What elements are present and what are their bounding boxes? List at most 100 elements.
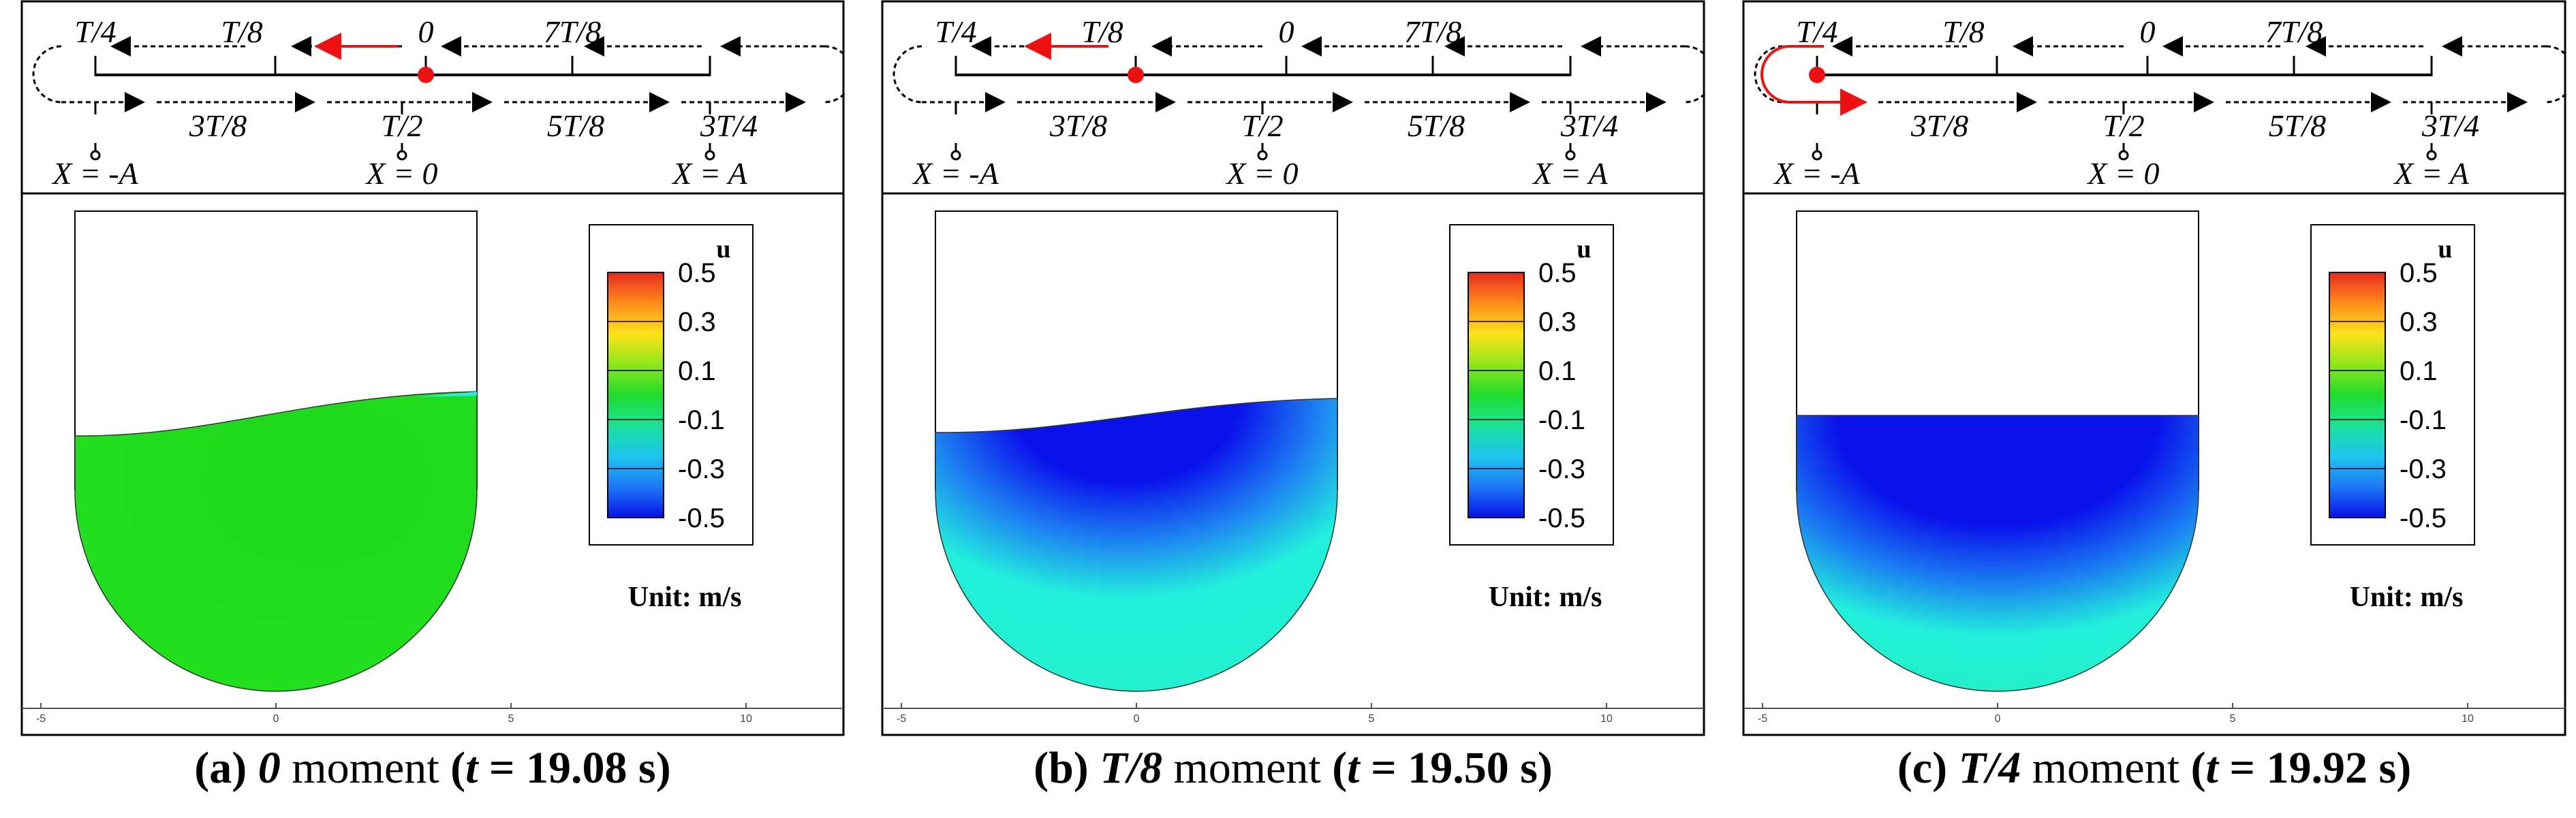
figure-svg: T/4 T/8 0 7T/8 3T/8 T/2 5T/8 3T/4 X = -A X = 0 X =… [881,0,1705,736]
timeline-bottom-label: 5T/8 [2269,108,2326,143]
caption-paren-close: ) [655,743,671,793]
timeline-top-label: 0 [1279,14,1294,49]
timeline-top-label: 7T/8 [544,14,601,49]
axis-tick-label: 0 [273,713,279,725]
caption-equals: = [2218,743,2267,793]
timeline-top-label: 0 [418,14,434,49]
caption-paren-close: ) [2396,743,2412,793]
fluid-region [935,398,1338,692]
caption-letter: (b) [1034,743,1100,793]
timeline-bottom-label: 3T/4 [1560,108,1618,143]
timeline-top-label: T/4 [935,14,976,49]
caption-paren-open: ( [1332,743,1348,793]
timeline-top-label: T/8 [1942,14,1984,49]
figure-svg: T/4 T/8 0 7T/8 3T/8 T/2 5T/8 3T/4 X = -A X = 0 X =… [20,0,845,736]
timeline-bottom-label: T/2 [381,108,422,143]
caption-time-value: 19.08 [526,743,627,793]
figure-svg: T/4 T/8 0 7T/8 3T/8 T/2 5T/8 3T/4 X = -A X = 0 X =… [1742,0,2566,736]
caption-equals: = [478,743,527,793]
legend-title: u [1577,235,1591,264]
timeline-bottom-label: 3T/4 [700,108,758,143]
legend-level: -0.5 [678,503,725,533]
axis-tick-label: -5 [897,713,906,725]
position-label: X = -A [912,156,999,191]
timeline-schematic: T/4 T/8 0 7T/8 3T/8 T/2 5T/8 3T/4 X = -A X = 0 X =… [20,0,845,195]
caption-letter: (c) [1897,743,1959,793]
caption-time-unit: s [627,743,656,793]
legend-level: 0.1 [678,356,716,386]
axis-tick-label: 10 [1600,713,1613,725]
panel-caption: (c) T/4 moment (t = 19.92 s) [1742,742,2566,794]
axis-tick-label: 10 [740,713,752,725]
legend-level: 0.3 [1538,307,1577,337]
caption-time-value: 19.92 [2266,743,2368,793]
timeline-schematic: T/4 T/8 0 7T/8 3T/8 T/2 5T/8 3T/4 X = -A X = 0 X =… [881,0,1705,195]
current-phase-marker [1809,67,1825,83]
legend-level: -0.1 [678,405,725,435]
timeline-top-label: T/8 [221,14,262,49]
legend-level: 0.3 [678,307,716,337]
position-label: X = A [671,156,747,191]
legend-level: 0.3 [2400,307,2438,337]
caption-word: moment [1162,743,1333,793]
panel-c: T/4 T/8 0 7T/8 3T/8 T/2 5T/8 3T/4 X = -A X = 0 X =… [1742,0,2566,818]
legend-level: -0.5 [2400,503,2447,533]
legend-level: 0.5 [678,258,716,288]
panel-caption: (a) 0 moment (t = 19.08 s) [20,742,845,794]
axis-tick-label: 5 [1369,713,1375,725]
caption-phase: 0 [258,743,281,793]
legend-level: 0.1 [2400,356,2438,386]
caption-t-symbol: t [2205,743,2218,793]
caption-time-unit: s [1508,743,1538,793]
caption-phase: T/4 [1958,743,2021,793]
caption-t-symbol: t [465,743,478,793]
legend-level: 0.5 [2400,258,2438,288]
unit-label: Unit: m/s [2350,582,2464,613]
colorbar-legend: u0.5 0.3 0.1 -0.1 -0.3 -0.5 [1449,224,1614,546]
position-label: X = 0 [2086,156,2159,191]
caption-paren-open: ( [450,743,466,793]
unit-label: Unit: m/s [1489,582,1602,613]
caption-word: moment [280,743,451,793]
legend-level: 0.1 [1538,356,1577,386]
colorbar [2329,272,2386,518]
legend-title: u [2438,235,2452,264]
caption-word: moment [2021,743,2191,793]
timeline-top-label: T/8 [1081,14,1123,49]
axis-tick-label: 5 [508,713,514,725]
colorbar-legend: u0.5 0.3 0.1 -0.1 -0.3 -0.5 [589,224,754,546]
fluid-region [1796,415,2199,692]
position-label: X = 0 [364,156,437,191]
legend-level: -0.3 [2400,454,2447,484]
legend-level: -0.3 [1538,454,1585,484]
current-phase-marker [1128,67,1144,83]
axis-tick-label: 5 [2230,713,2236,725]
legend-title: u [716,235,730,264]
axis-tick-label: 0 [1134,713,1140,725]
legend-level: -0.1 [1538,405,1585,435]
legend-level: 0.5 [1538,258,1577,288]
timeline-top-label: T/4 [1796,14,1837,49]
axis-tick-label: 0 [1995,713,2001,725]
position-label: X = -A [1773,156,1860,191]
timeline-bottom-label: 5T/8 [547,108,604,143]
timeline-bottom-label: T/2 [1241,108,1283,143]
fluid-region [74,391,478,692]
velocity-contour-plot: -5 0 5 10 u0.5 0.3 0.1 -0.1 -0.3 -0.5 Unit: m/s [1742,192,2566,736]
velocity-contour-plot: -5 0 5 10 u0.5 0.3 0.1 -0.1 -0.3 -0.5 Unit: m/s [20,192,845,736]
panel-caption: (b) T/8 moment (t = 19.50 s) [881,742,1705,794]
timeline-top-label: 0 [2140,14,2156,49]
legend-level: -0.1 [2400,405,2447,435]
timeline-bottom-label: 5T/8 [1408,108,1465,143]
panel-a: T/4 T/8 0 7T/8 3T/8 T/2 5T/8 3T/4 X = -A X = 0 X =… [20,0,845,818]
colorbar-legend: u0.5 0.3 0.1 -0.1 -0.3 -0.5 [2310,224,2475,546]
timeline-bottom-label: 3T/8 [189,108,247,143]
unit-label: Unit: m/s [628,582,742,613]
caption-paren-open: ( [2190,743,2206,793]
position-label: X = -A [51,156,138,191]
colorbar [1468,272,1525,518]
position-label: X = 0 [1225,156,1298,191]
caption-letter: (a) [194,743,258,793]
timeline-schematic: T/4 T/8 0 7T/8 3T/8 T/2 5T/8 3T/4 X = -A X = 0 X =… [1742,0,2566,195]
